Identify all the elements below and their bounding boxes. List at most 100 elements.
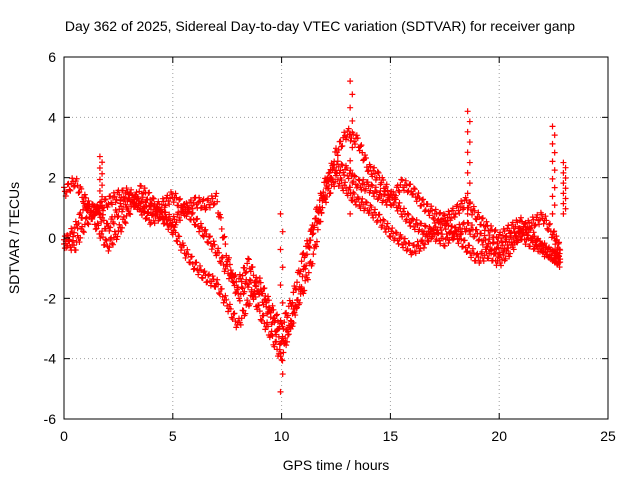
- data-point: [384, 220, 391, 227]
- data-point: [128, 202, 135, 209]
- data-point: [504, 245, 511, 252]
- data-point: [465, 220, 472, 227]
- data-point: [407, 181, 414, 188]
- data-point: [291, 309, 298, 316]
- data-point: [303, 262, 310, 269]
- data-point: [157, 214, 164, 221]
- data-point: [555, 259, 562, 266]
- data-point: [485, 255, 492, 262]
- y-axis-label: SDTVAR / TECUs: [6, 181, 22, 295]
- data-point: [279, 371, 286, 378]
- data-point: [372, 184, 379, 191]
- spike-excursion: [347, 78, 356, 217]
- data-point: [495, 244, 502, 251]
- data-point: [475, 209, 482, 216]
- data-point: [257, 286, 264, 293]
- data-point: [341, 172, 348, 179]
- data-point: [543, 243, 550, 250]
- data-point: [201, 268, 208, 275]
- data-point: [241, 264, 248, 271]
- data-point: [194, 215, 201, 222]
- data-point: [415, 190, 422, 197]
- data-point: [197, 205, 204, 212]
- data-point: [126, 191, 133, 198]
- data-point: [245, 256, 252, 263]
- data-point: [470, 233, 477, 240]
- data-point: [466, 118, 473, 125]
- data-point: [278, 320, 285, 327]
- data-point: [223, 296, 230, 303]
- data-point: [420, 244, 427, 251]
- data-point: [114, 214, 121, 221]
- data-point: [357, 143, 364, 150]
- data-point: [73, 175, 80, 182]
- data-point: [502, 234, 509, 241]
- data-point: [515, 237, 522, 244]
- data-point: [426, 212, 433, 219]
- data-point: [273, 312, 280, 319]
- data-point: [86, 201, 93, 208]
- data-point: [267, 314, 274, 321]
- data-point: [381, 217, 388, 224]
- x-tick-label: 25: [600, 428, 616, 444]
- data-point: [362, 199, 369, 206]
- data-point: [342, 179, 349, 186]
- data-point: [347, 131, 354, 138]
- data-point: [122, 220, 129, 227]
- data-point: [114, 233, 121, 240]
- data-point: [93, 225, 100, 232]
- data-point: [300, 290, 307, 297]
- data-point: [334, 158, 341, 165]
- data-point: [345, 125, 352, 132]
- data-point: [543, 217, 550, 224]
- data-point: [173, 219, 180, 226]
- data-point: [530, 229, 537, 236]
- data-point: [532, 241, 539, 248]
- data-point: [205, 239, 212, 246]
- data-point: [171, 224, 178, 231]
- data-point: [76, 189, 83, 196]
- data-point: [560, 180, 567, 187]
- data-point: [371, 193, 378, 200]
- data-point: [90, 212, 97, 219]
- data-point: [379, 222, 386, 229]
- data-point: [538, 211, 545, 218]
- data-point: [335, 163, 342, 170]
- data-point: [147, 221, 154, 228]
- data-point: [244, 260, 251, 267]
- data-point: [134, 195, 141, 202]
- data-point: [121, 218, 128, 225]
- data-point: [362, 152, 369, 159]
- data-point: [517, 214, 524, 221]
- data-point: [376, 211, 383, 218]
- data-point: [107, 224, 114, 231]
- data-point: [313, 243, 320, 250]
- data-point: [222, 241, 229, 248]
- data-point: [392, 229, 399, 236]
- data-point: [349, 91, 356, 98]
- data-point: [349, 117, 356, 124]
- data-point: [91, 221, 98, 228]
- data-point: [254, 278, 261, 285]
- data-point: [323, 183, 330, 190]
- data-point: [70, 229, 77, 236]
- data-point: [96, 199, 103, 206]
- data-point: [168, 222, 175, 229]
- data-point: [277, 353, 284, 360]
- data-point: [256, 275, 263, 282]
- data-point: [315, 206, 322, 213]
- data-point: [302, 265, 309, 272]
- data-point: [91, 202, 98, 209]
- data-point: [541, 253, 548, 260]
- data-point: [387, 201, 394, 208]
- data-point: [433, 210, 440, 217]
- data-point: [218, 285, 225, 292]
- data-point: [314, 218, 321, 225]
- data-point: [119, 224, 126, 231]
- data-point: [157, 207, 164, 214]
- data-point: [311, 222, 318, 229]
- data-point: [490, 251, 497, 258]
- axis-ticks: 0 5 10 15 20 25 -6 -4 -2 0 2 4 6: [44, 49, 616, 444]
- data-point: [475, 254, 482, 261]
- data-point: [527, 227, 534, 234]
